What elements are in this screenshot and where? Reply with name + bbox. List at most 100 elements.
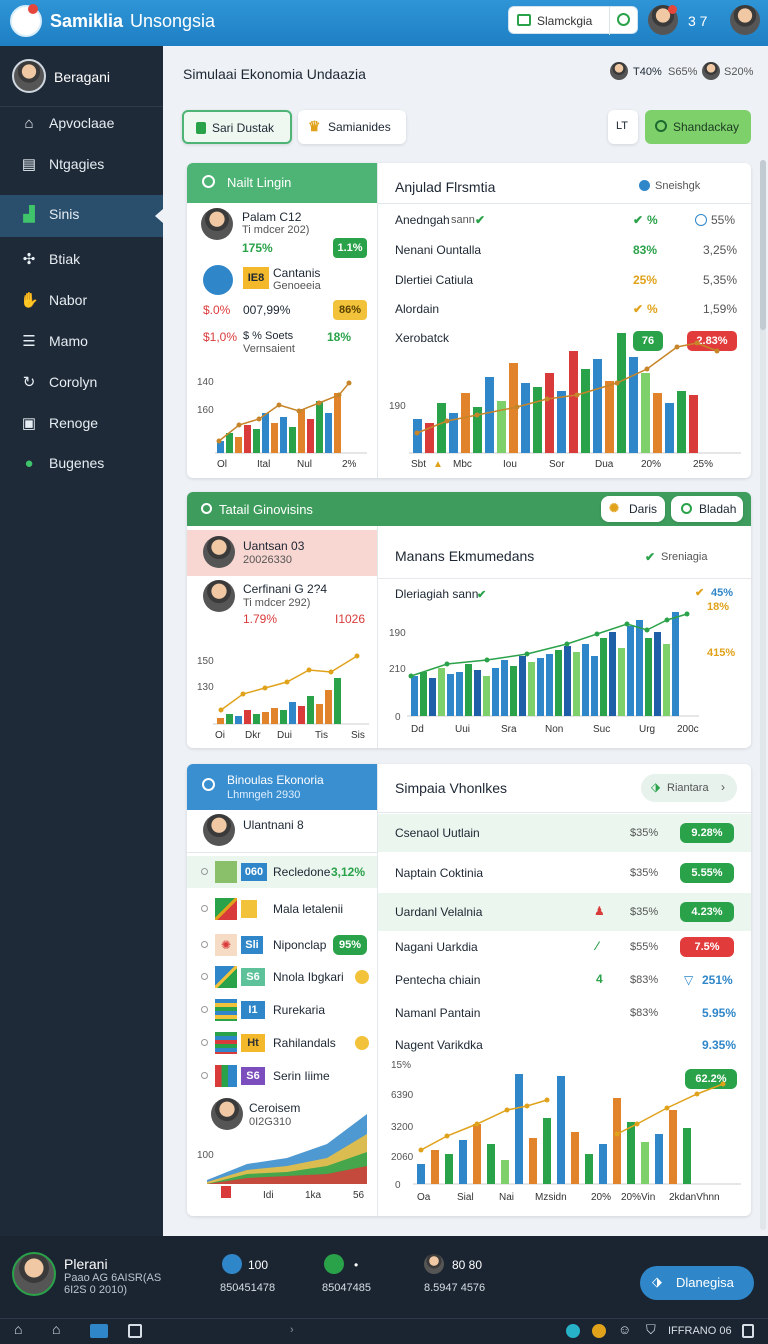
refresh-icon: ↻ xyxy=(22,374,36,391)
scrollbar[interactable] xyxy=(760,160,766,1230)
sidebar-item-nabor[interactable]: ✋ Nabor xyxy=(20,292,88,309)
bar xyxy=(636,620,643,716)
sidebar-item-ntgagies[interactable]: ▤ Ntgagies xyxy=(21,156,105,173)
list-item[interactable]: ✺ Sli Niponclap 95% xyxy=(187,930,377,960)
bar xyxy=(417,1164,425,1184)
sidebar-item-btiak[interactable]: ✣ Btiak xyxy=(0,240,163,280)
small-button[interactable]: LT xyxy=(608,110,638,144)
data-point xyxy=(564,641,570,647)
sidebar-item-sinis[interactable]: ▟ Sinis xyxy=(0,195,163,237)
settings-icon[interactable]: ☺ xyxy=(618,1322,632,1337)
bar xyxy=(217,718,224,724)
list-item[interactable]: Mala letalenii xyxy=(187,894,377,924)
bar xyxy=(600,638,607,716)
data-point xyxy=(474,1121,480,1127)
table-row[interactable]: Nagent Varikdka 9.35% xyxy=(395,1038,737,1052)
legend-swatch xyxy=(221,1186,231,1198)
x-tick-label: Idi xyxy=(263,1190,274,1201)
footer-avatar[interactable] xyxy=(12,1252,56,1296)
bar xyxy=(235,716,242,724)
bar xyxy=(431,1150,439,1184)
sidebar-item-corolyn[interactable]: ↻ Corolyn xyxy=(0,363,163,403)
sidebar-item-apvoclaae[interactable]: ⌂ Apvoclaae xyxy=(0,104,163,144)
table-row[interactable]: Nagani Uarkdia ⁄ $55% 7.5% xyxy=(378,932,751,964)
list-item[interactable]: 060 Recledone 3,12% xyxy=(187,856,377,888)
bar xyxy=(569,351,578,453)
table-row[interactable]: Naptain Coktinia $35% 5.55% xyxy=(378,854,751,892)
y-tick-label: 0 xyxy=(395,1180,401,1191)
refresh-icon xyxy=(681,503,692,514)
search-input[interactable]: Slamckgia xyxy=(537,14,593,28)
x-tick-label: Ol xyxy=(217,459,227,470)
data-point xyxy=(714,348,720,354)
series-line xyxy=(410,613,688,677)
table-row[interactable]: Uardanl Velalnia ♟ $35% 4.23% xyxy=(378,893,751,931)
bar xyxy=(529,1138,537,1184)
crown-icon: ♛ xyxy=(308,118,321,134)
sidebar-item-bugenes[interactable]: ● Bugenes xyxy=(0,444,163,484)
tab-sari-dustak[interactable]: Sari Dustak xyxy=(182,110,292,144)
x-tick-label: Dd xyxy=(411,724,424,735)
user-avatar[interactable] xyxy=(12,59,46,93)
flag-icon xyxy=(215,1032,237,1054)
list-item[interactable]: I1 Rurekaria xyxy=(187,995,377,1025)
search-box[interactable]: Slamckgia xyxy=(508,6,638,35)
table-row[interactable]: Pentecha chiain 4 $83% ▽ 251% xyxy=(395,972,733,987)
tab-samianides[interactable]: ♛ Samianides xyxy=(298,110,406,144)
sidebar-item-renoge[interactable]: ▣ Renoge xyxy=(21,415,99,432)
data-point xyxy=(544,396,550,402)
bar xyxy=(262,712,269,724)
bar xyxy=(629,357,638,453)
top-stat-2: S65% xyxy=(668,66,698,78)
bar xyxy=(289,427,296,453)
window-icon[interactable] xyxy=(128,1324,142,1338)
bar xyxy=(593,359,602,453)
x-tick-label: 2kdanVhnn xyxy=(669,1192,720,1203)
bar xyxy=(289,702,296,724)
sidebar-item-mamo[interactable]: ☰ Mamo xyxy=(0,322,163,362)
top-bar: Samiklia Unsongsia Slamckgia 3 7 xyxy=(0,0,768,46)
info-icon xyxy=(639,180,650,191)
bar xyxy=(555,650,562,716)
bar xyxy=(533,387,542,453)
bar xyxy=(271,423,278,453)
shield-icon[interactable]: ⛉ xyxy=(646,1322,656,1337)
chevron-right-icon[interactable]: › xyxy=(290,1324,294,1336)
chart-icon[interactable] xyxy=(90,1324,108,1338)
check-icon: ✔ xyxy=(475,213,486,227)
bar xyxy=(557,1076,565,1184)
file-icon[interactable] xyxy=(742,1324,754,1338)
profile-avatar[interactable] xyxy=(730,5,760,35)
coin-icon xyxy=(355,970,369,984)
bar xyxy=(627,626,634,716)
action-button[interactable]: Shandackay xyxy=(645,110,751,144)
riantara-button[interactable]: ⬗ Riantara › xyxy=(641,774,737,802)
list-item[interactable]: S6 Serin Iiime xyxy=(187,1061,377,1091)
bar xyxy=(543,1118,551,1184)
home-icon: ⌂ xyxy=(24,115,34,132)
filter-icon: ▽ xyxy=(684,973,694,987)
table-row[interactable]: Csenaol Uutlain $35% 9.28% xyxy=(378,814,751,852)
dlanegisa-button[interactable]: ⬗ Dlanegisa xyxy=(640,1266,754,1300)
status-icon xyxy=(566,1324,580,1338)
bar xyxy=(438,668,445,716)
search-icon[interactable] xyxy=(202,175,215,188)
scrollbar-thumb[interactable] xyxy=(760,160,766,330)
home-icon[interactable]: ⌂ xyxy=(14,1321,23,1337)
bladah-button[interactable]: Bladah xyxy=(671,496,743,522)
system-nav-bar: ⌂ ⌂ › ☺ ⛉ IFFRANO 06 xyxy=(0,1318,768,1344)
panel-3-header: Binoulas Ekonoria Lhmngeh 2930 xyxy=(187,764,377,810)
series-line xyxy=(218,382,350,442)
x-tick-label: Dui xyxy=(277,730,292,741)
list-item[interactable]: Ht Rahilandals xyxy=(187,1028,377,1058)
highlighted-person[interactable]: Uantsan 03 20026330 xyxy=(187,530,377,576)
x-tick-label: Sial xyxy=(457,1192,474,1203)
daris-button[interactable]: ✺ Daris xyxy=(601,496,665,522)
house-icon[interactable]: ⌂ xyxy=(52,1321,61,1337)
search-icon[interactable] xyxy=(202,778,215,791)
check-icon: ✔ xyxy=(477,589,487,601)
data-point xyxy=(524,1103,530,1109)
list-item[interactable]: S6 Nnola Ibgkari xyxy=(187,962,377,992)
table-row[interactable]: Namanl Pantain $83% 5.95% xyxy=(395,1006,737,1020)
search-icon[interactable] xyxy=(617,13,630,26)
